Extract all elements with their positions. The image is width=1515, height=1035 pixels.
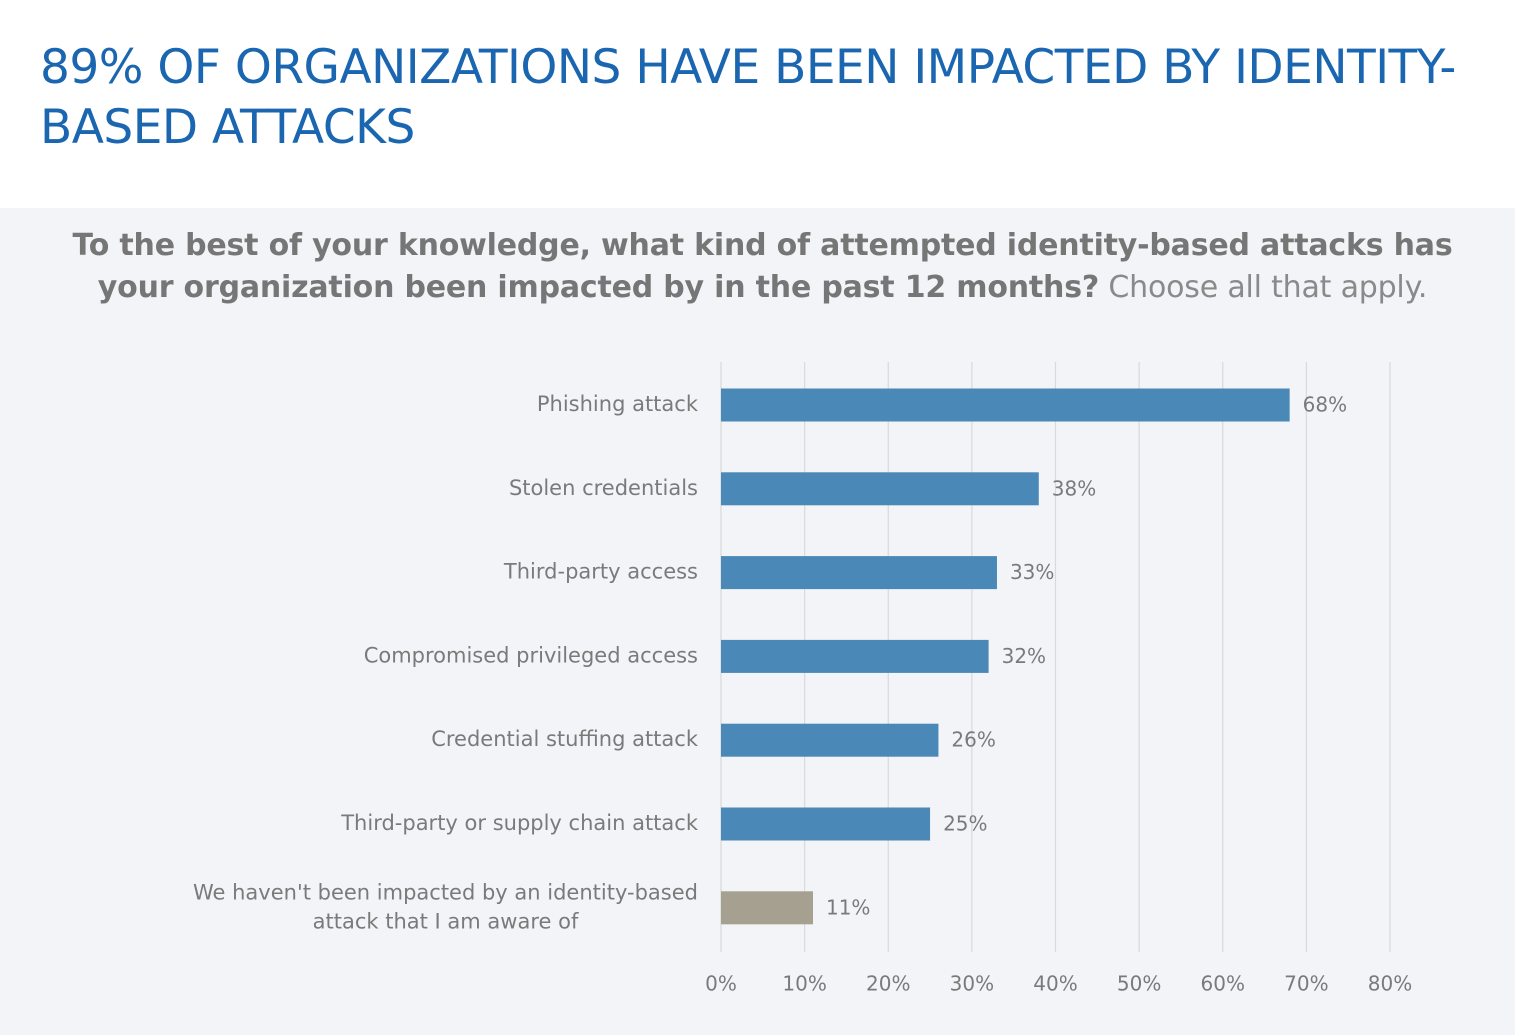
- category-label: Phishing attack: [537, 392, 699, 416]
- x-tick-label: 40%: [1033, 972, 1077, 996]
- bar: [721, 891, 813, 925]
- bar: [721, 472, 1039, 506]
- category-label: attack that I am aware of: [313, 909, 579, 933]
- headline: 89% OF ORGANIZATIONS HAVE BEEN IMPACTED …: [40, 40, 1456, 155]
- value-label: 68%: [1303, 393, 1347, 417]
- category-label: Third-party or supply chain attack: [340, 811, 699, 835]
- x-tick-label: 50%: [1117, 972, 1161, 996]
- category-labels: Phishing attack Stolen credentials Third-p…: [193, 392, 699, 933]
- x-tick-label: 70%: [1284, 972, 1328, 996]
- value-labels: 68% 38% 33% 32% 26% 25% 11%: [826, 393, 1347, 920]
- bars: [721, 388, 1290, 925]
- bar: [721, 723, 939, 757]
- bar: [721, 807, 931, 841]
- question-bold-text: To the best of your knowledge, what kind…: [72, 228, 1453, 305]
- category-label: Third-party access: [503, 560, 698, 584]
- x-axis-tick-labels: 0% 10% 20% 30% 40% 50% 60% 70% 80%: [705, 972, 1412, 996]
- question-light-text: Choose all that apply.: [1108, 270, 1428, 305]
- value-label: 26%: [951, 728, 995, 752]
- bar: [721, 556, 997, 590]
- category-label: We haven't been impacted by an identity-…: [193, 880, 698, 904]
- value-label: 25%: [943, 812, 987, 836]
- x-tick-label: 20%: [866, 972, 910, 996]
- bar: [721, 639, 989, 673]
- category-label: Credential stuffing attack: [431, 727, 699, 751]
- value-label: 33%: [1010, 560, 1054, 584]
- value-label: 38%: [1052, 476, 1096, 500]
- survey-question: To the best of your knowledge, what kind…: [60, 225, 1465, 309]
- category-label: Stolen credentials: [509, 476, 698, 500]
- x-tick-label: 30%: [950, 972, 994, 996]
- value-label: 32%: [1002, 644, 1046, 668]
- category-label: Compromised privileged access: [364, 643, 698, 667]
- bar: [721, 388, 1290, 422]
- x-tick-label: 80%: [1368, 972, 1412, 996]
- x-tick-label: 60%: [1201, 972, 1245, 996]
- x-tick-label: 10%: [782, 972, 826, 996]
- x-tick-label: 0%: [705, 972, 737, 996]
- value-label: 11%: [826, 895, 870, 919]
